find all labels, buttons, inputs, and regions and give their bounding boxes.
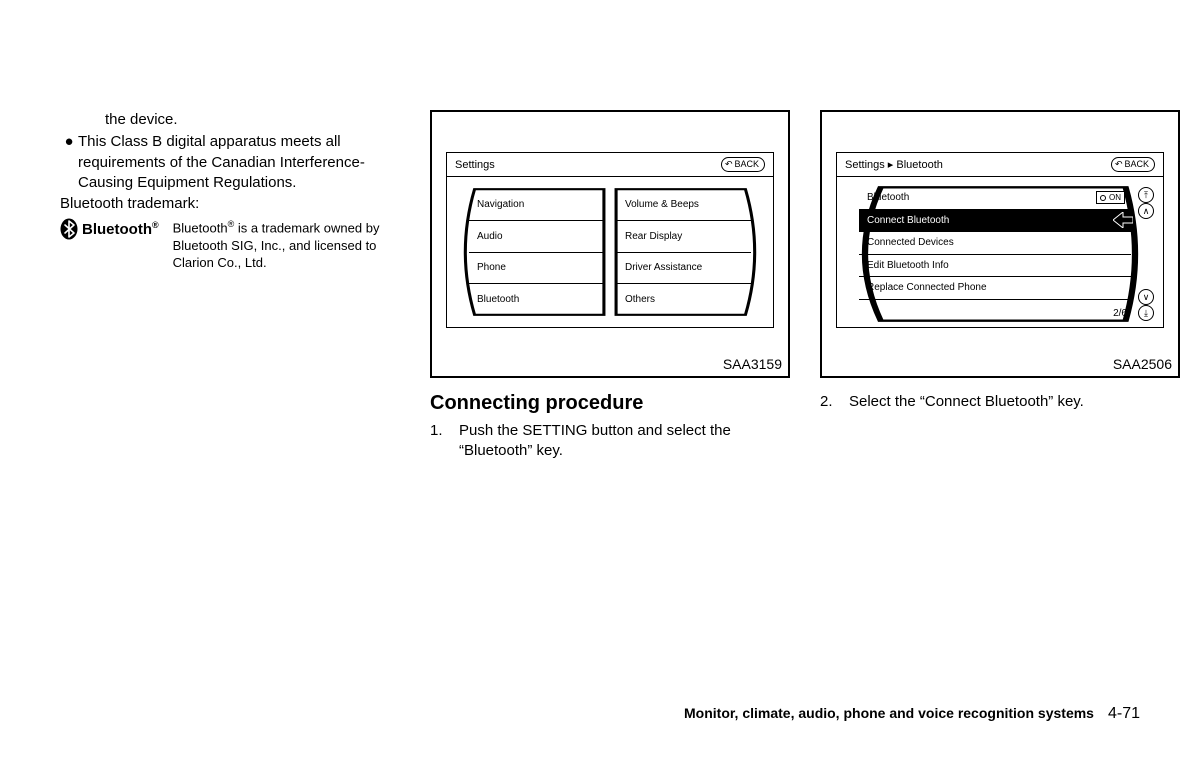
settings-right-list: Volume & Beeps Rear Display Driver Assis… bbox=[617, 189, 751, 315]
settings-left-panel: Navigation Audio Phone Bluetooth bbox=[453, 187, 607, 317]
back-arrow-icon: ↶ bbox=[725, 158, 733, 171]
list-item-empty bbox=[859, 300, 1131, 322]
settings-right-panel: Volume & Beeps Rear Display Driver Assis… bbox=[613, 187, 767, 317]
screen-title: Settings bbox=[455, 159, 495, 171]
page-footer: Monitor, climate, audio, phone and voice… bbox=[684, 705, 1140, 723]
scroll-bottom-button[interactable]: ⤓ bbox=[1138, 305, 1154, 321]
list-item-label: Bluetooth bbox=[867, 192, 909, 203]
figure-settings: Settings ↶ BACK Navigation bbox=[430, 110, 790, 378]
connecting-procedure-heading: Connecting procedure bbox=[430, 392, 790, 415]
right-column: Settings ▸ Bluetooth ↶ BACK bbox=[820, 110, 1180, 462]
list-item-replace-phone[interactable]: Replace Connected Phone bbox=[859, 277, 1131, 300]
list-item-label: Edit Bluetooth Info bbox=[867, 260, 949, 271]
bluetooth-icon bbox=[60, 218, 78, 240]
screen-header: Settings ↶ BACK bbox=[447, 153, 773, 177]
list-item-label: Replace Connected Phone bbox=[867, 282, 987, 293]
list-item-bluetooth-toggle[interactable]: Bluetooth ON bbox=[859, 187, 1131, 210]
screen-settings: Settings ↶ BACK Navigation bbox=[446, 152, 774, 328]
step-2: 2. Select the “Connect Bluetooth” key. bbox=[820, 392, 1180, 412]
bluetooth-trademark-row: Bluetooth® Bluetooth® is a trademark own… bbox=[60, 218, 400, 272]
menu-item[interactable]: Rear Display bbox=[617, 221, 751, 253]
figure-id: SAA3159 bbox=[723, 356, 782, 372]
bullet-item: ● This Class B digital apparatus meets a… bbox=[60, 132, 400, 193]
menu-item[interactable]: Bluetooth bbox=[469, 284, 603, 315]
menu-item[interactable]: Volume & Beeps bbox=[617, 189, 751, 221]
back-button[interactable]: ↶ BACK bbox=[1111, 157, 1155, 172]
list-item-edit-info[interactable]: Edit Bluetooth Info bbox=[859, 255, 1131, 278]
bluetooth-panel: Bluetooth ON Connect Bluetooth bbox=[837, 177, 1163, 327]
settings-left-list: Navigation Audio Phone Bluetooth bbox=[469, 189, 603, 315]
on-label: ON bbox=[1109, 192, 1121, 203]
page: the device. ● This Class B digital appar… bbox=[0, 0, 1200, 502]
back-button[interactable]: ↶ BACK bbox=[721, 157, 765, 172]
scroll-controls: ⤒ ∧ ∨ ⤓ bbox=[1137, 187, 1155, 321]
scroll-down-button[interactable]: ∨ bbox=[1138, 289, 1154, 305]
screen-body: Bluetooth ON Connect Bluetooth bbox=[837, 177, 1163, 327]
screen-body: Navigation Audio Phone Bluetooth bbox=[447, 177, 773, 327]
continuation-text: the device. bbox=[60, 110, 400, 130]
menu-item[interactable]: Audio bbox=[469, 221, 603, 253]
footer-section-title: Monitor, climate, audio, phone and voice… bbox=[684, 705, 1094, 721]
list-item-connect-bluetooth[interactable]: Connect Bluetooth bbox=[859, 210, 1131, 233]
back-label: BACK bbox=[1124, 158, 1149, 171]
step-text: Select the “Connect Bluetooth” key. bbox=[849, 392, 1180, 412]
screen-bluetooth: Settings ▸ Bluetooth ↶ BACK bbox=[836, 152, 1164, 328]
scroll-up-button[interactable]: ∧ bbox=[1138, 203, 1154, 219]
on-circle-icon bbox=[1100, 195, 1106, 201]
step-1: 1. Push the SETTING button and select th… bbox=[430, 421, 790, 462]
registered-mark: ® bbox=[152, 220, 159, 230]
footer-page-number: 4-71 bbox=[1108, 705, 1140, 723]
bluetooth-list: Bluetooth ON Connect Bluetooth bbox=[859, 187, 1131, 321]
figure-id: SAA2506 bbox=[1113, 356, 1172, 372]
on-indicator: ON bbox=[1096, 191, 1125, 204]
bluetooth-logo: Bluetooth® bbox=[60, 218, 159, 240]
screen-title: Settings ▸ Bluetooth bbox=[845, 158, 943, 171]
bullet-dot-icon: ● bbox=[60, 132, 78, 193]
left-column: the device. ● This Class B digital appar… bbox=[60, 110, 400, 462]
figure-bluetooth: Settings ▸ Bluetooth ↶ BACK bbox=[820, 110, 1180, 378]
trademark-word: Bluetooth bbox=[173, 220, 228, 235]
step-text: Push the SETTING button and select the “… bbox=[459, 421, 790, 462]
step-number: 1. bbox=[430, 421, 451, 462]
list-item-label: Connected Devices bbox=[867, 237, 954, 248]
bluetooth-trademark-heading: Bluetooth trademark: bbox=[60, 195, 400, 212]
back-label: BACK bbox=[734, 158, 759, 171]
menu-item[interactable]: Others bbox=[617, 284, 751, 315]
bullet-text: This Class B digital apparatus meets all… bbox=[78, 132, 400, 193]
list-item-connected-devices[interactable]: Connected Devices bbox=[859, 232, 1131, 255]
page-indicator: 2/6 bbox=[1113, 308, 1127, 319]
step-number: 2. bbox=[820, 392, 841, 412]
menu-item[interactable]: Navigation bbox=[469, 189, 603, 221]
bluetooth-logo-text: Bluetooth bbox=[82, 221, 152, 238]
pointer-arrow-icon bbox=[1113, 212, 1133, 228]
bluetooth-trademark-text: Bluetooth® is a trademark owned by Bluet… bbox=[173, 218, 400, 272]
menu-item[interactable]: Phone bbox=[469, 253, 603, 285]
scroll-top-button[interactable]: ⤒ bbox=[1138, 187, 1154, 203]
back-arrow-icon: ↶ bbox=[1115, 158, 1123, 171]
settings-grid: Navigation Audio Phone Bluetooth bbox=[447, 177, 773, 327]
screen-header: Settings ▸ Bluetooth ↶ BACK bbox=[837, 153, 1163, 177]
middle-column: Settings ↶ BACK Navigation bbox=[430, 110, 790, 462]
menu-item[interactable]: Driver Assistance bbox=[617, 253, 751, 285]
bluetooth-list-frame: Bluetooth ON Connect Bluetooth bbox=[843, 185, 1157, 323]
list-item-label: Connect Bluetooth bbox=[867, 215, 949, 226]
